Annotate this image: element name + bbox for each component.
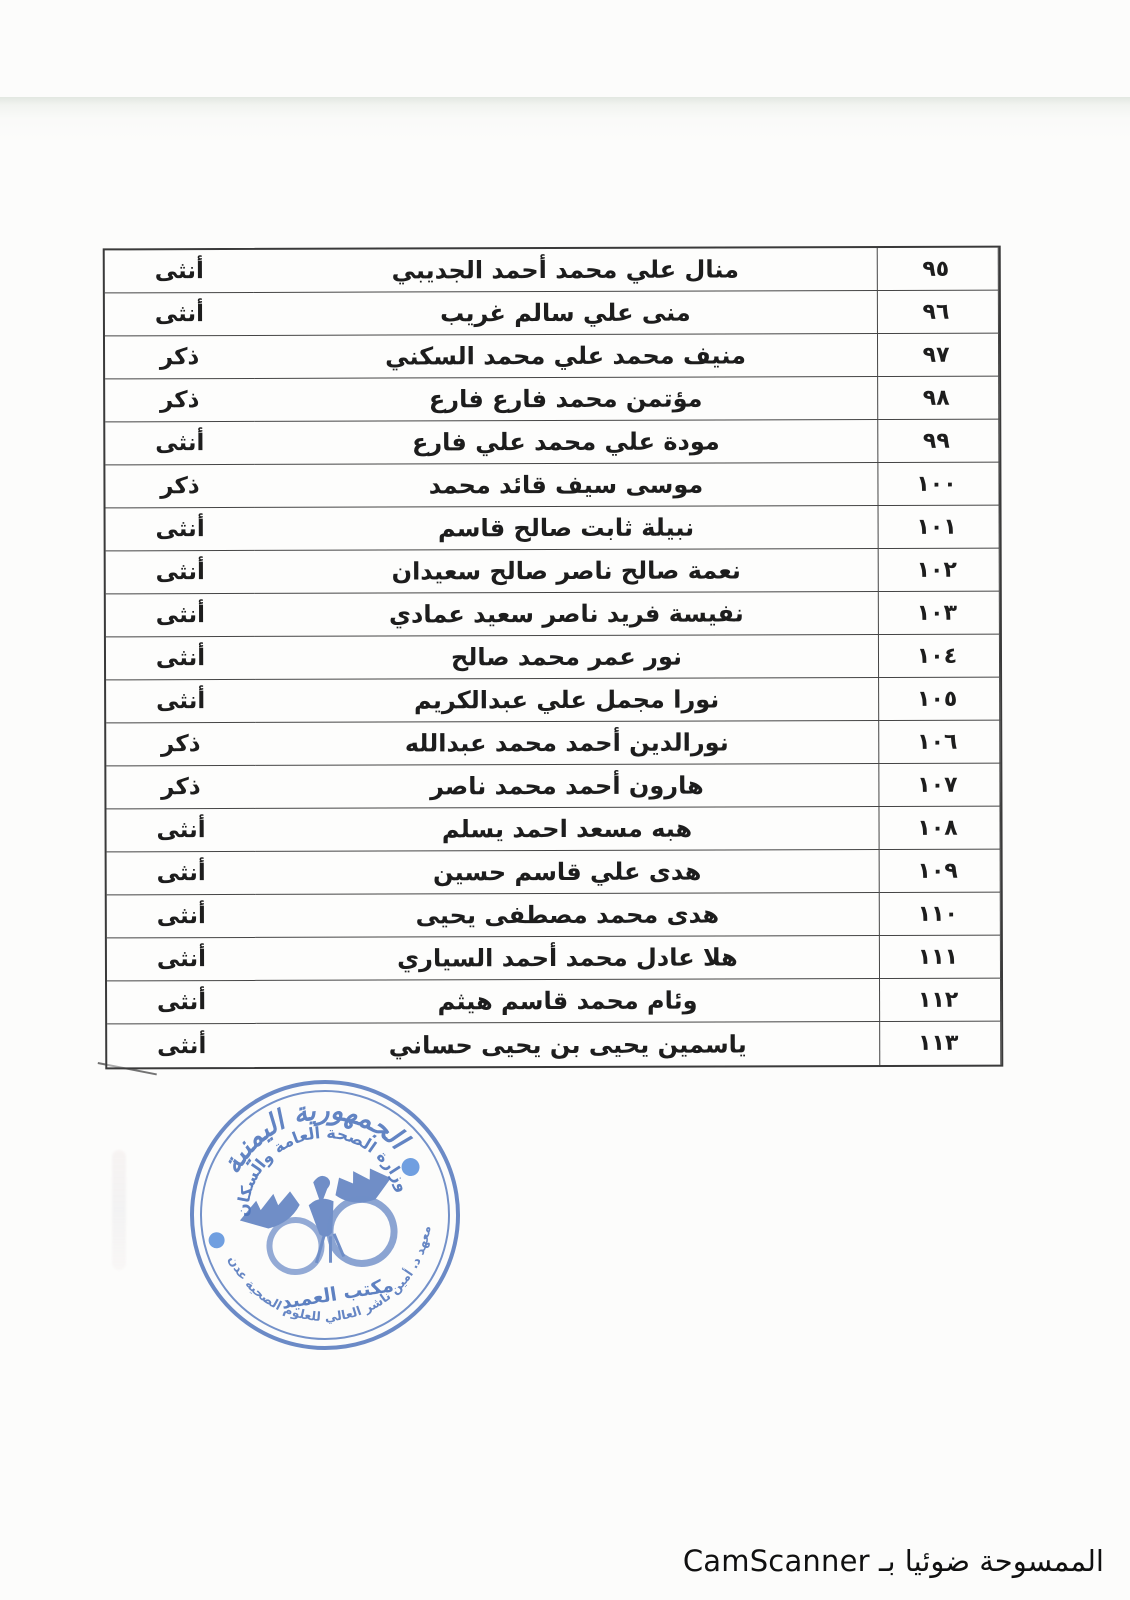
scan-shadow-band	[0, 97, 1130, 143]
table-row: أنثى نور عمر محمد صالح ١٠٤	[105, 634, 1001, 681]
table-row: ذكر نورالدين أحمد محمد عبدالله ١٠٦	[106, 720, 1001, 767]
table-row: ذكر منيف محمد علي محمد السكني ٩٧	[104, 333, 1000, 380]
row-number-cell: ٩٧	[877, 333, 1000, 377]
row-number-cell: ١٠٧	[879, 763, 1001, 807]
gender-cell: أنثى	[106, 679, 256, 724]
student-name-cell: موسى سيف قائد محمد	[254, 462, 879, 508]
gender-cell: أنثى	[107, 980, 257, 1025]
gender-cell: أنثى	[106, 851, 256, 896]
student-name-cell: منى علي سالم غريب	[253, 290, 878, 336]
row-number-cell: ٩٥	[877, 247, 999, 291]
table-row: أنثى هلا عادل محمد أحمد السياري ١١١	[106, 935, 1002, 982]
row-number-cell: ١٠٢	[878, 548, 1000, 592]
gender-cell: أنثى	[105, 421, 255, 466]
table-row: أنثى هبه مسعد احمد يسلم ١٠٨	[106, 806, 1001, 853]
student-roster-table: أنثى منال علي محمد أحمد الجديبي ٩٥ أنثى …	[102, 245, 1004, 1070]
row-number-cell: ٩٨	[878, 376, 1000, 420]
student-name-cell: مودة علي محمد علي فارع	[254, 419, 879, 465]
gender-cell: أنثى	[104, 249, 254, 294]
gender-cell: أنثى	[105, 550, 255, 595]
row-number-cell: ٩٦	[877, 290, 999, 334]
table-row: أنثى هدى محمد مصطفى يحيى ١١٠	[106, 892, 1001, 939]
table-row: أنثى ياسمين يحيى بن يحيى حساني ١١٣	[107, 1021, 1002, 1068]
row-number-cell: ١٠٩	[879, 849, 1001, 893]
row-number-cell: ١٠٣	[878, 591, 1000, 635]
stamp-outer-ring	[190, 1080, 460, 1350]
row-number-cell: ١١٣	[880, 1021, 1002, 1065]
gender-cell: أنثى	[106, 937, 257, 982]
row-number-cell: ١١١	[879, 935, 1002, 979]
student-name-cell: نور عمر محمد صالح	[254, 634, 880, 680]
gender-cell: ذكر	[106, 765, 256, 810]
student-name-cell: نبيلة ثابت صالح قاسم	[254, 505, 879, 551]
stamp-dot-right-icon	[401, 1158, 420, 1177]
student-name-cell: هارون أحمد محمد ناصر	[255, 763, 880, 809]
table-row: ذكر موسى سيف قائد محمد ١٠٠	[105, 462, 1000, 509]
table-row: أنثى مودة علي محمد علي فارع ٩٩	[105, 419, 1000, 466]
gender-cell: ذكر	[105, 378, 255, 423]
table-row: أنثى نعمة صالح ناصر صالح سعيدان ١٠٢	[105, 548, 1000, 595]
student-name-cell: هبه مسعد احمد يسلم	[255, 806, 880, 852]
student-name-cell: هلا عادل محمد أحمد السياري	[255, 935, 881, 981]
student-name-cell: هدى محمد مصطفى يحيى	[255, 892, 880, 938]
table-row: أنثى نبيلة ثابت صالح قاسم ١٠١	[105, 505, 1000, 552]
row-number-cell: ١٠٤	[878, 634, 1001, 678]
gender-cell: ذكر	[104, 335, 255, 380]
row-number-cell: ١٠٠	[878, 462, 1000, 506]
row-number-cell: ١٠٨	[879, 806, 1001, 850]
eagle-emblem-icon	[239, 1168, 398, 1275]
student-name-cell: نفيسة فريد ناصر سعيد عمادي	[254, 591, 879, 637]
student-name-cell: مؤتمن محمد فارع فارع	[254, 376, 879, 422]
student-name-cell: وئام محمد قاسم هيثم	[256, 978, 881, 1024]
gender-cell: ذكر	[106, 722, 256, 767]
table-row: أنثى منى علي سالم غريب ٩٦	[104, 290, 999, 337]
student-name-cell: منيف محمد علي محمد السكني	[253, 333, 879, 379]
student-name-cell: هدى علي قاسم حسين	[255, 849, 880, 895]
row-number-cell: ١٠٥	[879, 677, 1001, 721]
table-row: أنثى منال علي محمد أحمد الجديبي ٩٥	[104, 247, 999, 294]
table-row: أنثى وئام محمد قاسم هيثم ١١٢	[107, 978, 1002, 1025]
table-row: ذكر مؤتمن محمد فارع فارع ٩٨	[105, 376, 1000, 423]
official-stamp: الجمهورية اليمنية وزارة الصحة العامة وال…	[159, 1049, 491, 1381]
scan-smudge-mark	[112, 1150, 126, 1270]
gender-cell: أنثى	[106, 894, 256, 939]
stamp-inner-ring	[200, 1090, 450, 1340]
student-name-cell: نورالدين أحمد محمد عبدالله	[255, 720, 880, 766]
row-number-cell: ١١٢	[880, 978, 1002, 1022]
row-number-cell: ١٠٦	[879, 720, 1001, 764]
student-name-cell: نعمة صالح ناصر صالح سعيدان	[254, 548, 879, 594]
stamp-dot-left-icon	[208, 1232, 225, 1249]
row-number-cell: ٩٩	[878, 419, 1000, 463]
gender-cell: ذكر	[105, 464, 255, 509]
gender-cell: أنثى	[105, 636, 256, 681]
table-row: أنثى نفيسة فريد ناصر سعيد عمادي ١٠٣	[105, 591, 1000, 638]
camscanner-footer: الممسوحة ضوئيا بـ CamScanner	[682, 1544, 1104, 1578]
gender-cell: أنثى	[104, 292, 254, 337]
gender-cell: أنثى	[105, 507, 255, 552]
table-row: أنثى هدى علي قاسم حسين ١٠٩	[106, 849, 1001, 896]
gender-cell: أنثى	[106, 808, 256, 853]
gender-cell: أنثى	[157, 1032, 207, 1059]
row-number-cell: ١١٠	[879, 892, 1001, 936]
table-row: ذكر هارون أحمد محمد ناصر ١٠٧	[106, 763, 1001, 810]
student-name-cell: ياسمين يحيى بن يحيى حساني	[256, 1021, 881, 1067]
student-name-cell: منال علي محمد أحمد الجديبي	[253, 247, 878, 293]
student-name-cell: نورا مجمل علي عبدالكريم	[255, 677, 880, 723]
table-row: أنثى نورا مجمل علي عبدالكريم ١٠٥	[106, 677, 1001, 724]
gender-cell: أنثى	[105, 593, 255, 638]
row-number-cell: ١٠١	[878, 505, 1000, 549]
